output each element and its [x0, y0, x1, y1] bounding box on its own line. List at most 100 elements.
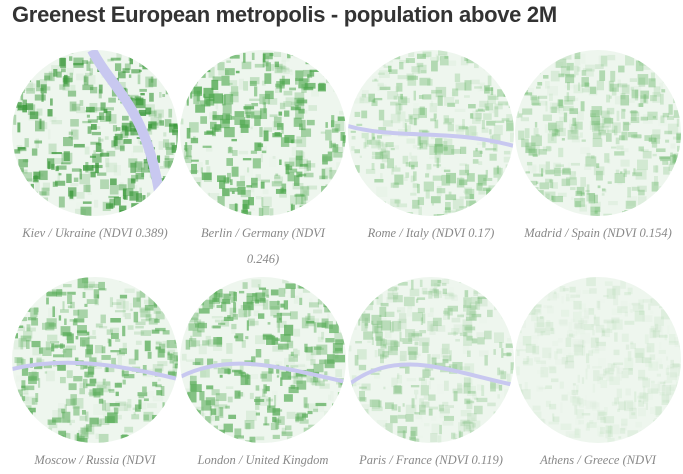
green-patch: [82, 291, 86, 299]
green-patch: [586, 152, 591, 158]
green-patch: [570, 396, 580, 403]
green-patch: [650, 99, 654, 103]
green-patch: [86, 383, 96, 387]
green-patch: [557, 192, 567, 198]
city-green-map: [515, 277, 681, 443]
green-patch: [70, 301, 75, 309]
green-patch: [672, 136, 681, 140]
green-patch: [99, 288, 107, 291]
green-patch: [460, 419, 470, 427]
green-patch: [545, 169, 555, 175]
green-patch: [462, 319, 473, 327]
green-patch: [455, 438, 465, 443]
green-patch: [469, 422, 475, 432]
green-patch: [274, 65, 286, 69]
green-patch: [398, 406, 401, 413]
green-patch: [36, 108, 43, 116]
green-patch: [490, 381, 496, 392]
green-patch: [131, 174, 139, 182]
green-patch: [592, 366, 602, 369]
green-patch: [666, 356, 669, 361]
green-patch: [281, 427, 287, 435]
green-patch: [399, 59, 409, 64]
green-patch: [312, 59, 322, 63]
green-patch: [503, 353, 512, 356]
green-patch: [69, 72, 73, 82]
green-patch: [17, 394, 22, 402]
green-patch: [412, 144, 417, 149]
green-patch: [342, 142, 346, 147]
green-patch: [52, 306, 56, 318]
green-patch: [352, 414, 360, 420]
green-patch: [68, 50, 72, 53]
green-patch: [344, 417, 346, 426]
green-patch: [573, 343, 582, 353]
green-patch: [586, 277, 596, 287]
green-patch: [599, 70, 606, 81]
green-patch: [401, 212, 413, 216]
green-patch: [370, 61, 376, 65]
green-patch: [543, 287, 550, 294]
green-patch: [335, 303, 340, 314]
green-patch: [505, 67, 514, 78]
green-patch: [475, 104, 486, 114]
green-patch: [176, 398, 178, 408]
green-patch: [147, 430, 158, 434]
green-patch: [189, 122, 199, 133]
green-patch: [301, 88, 307, 93]
green-patch: [324, 55, 334, 61]
green-patch: [93, 404, 104, 416]
green-patch: [383, 165, 388, 169]
green-patch: [441, 343, 450, 355]
green-patch: [642, 378, 651, 388]
green-patch: [30, 183, 34, 195]
green-patch: [53, 158, 64, 165]
green-patch: [260, 181, 265, 189]
green-patch: [22, 358, 25, 364]
green-patch: [107, 388, 115, 392]
green-patch: [521, 435, 528, 443]
green-patch: [541, 440, 545, 443]
green-patch: [134, 349, 139, 361]
green-patch: [231, 166, 239, 177]
green-patch: [180, 187, 184, 191]
green-patch: [477, 207, 489, 216]
river: [180, 361, 346, 384]
green-patch: [361, 383, 371, 391]
green-patch: [465, 324, 473, 335]
green-patch: [36, 357, 42, 364]
green-patch: [95, 323, 103, 328]
green-patch: [334, 147, 343, 153]
green-patch: [469, 302, 481, 310]
green-patch: [340, 173, 346, 179]
green-patch: [504, 389, 509, 398]
green-patch: [359, 390, 365, 402]
green-patch: [483, 113, 492, 120]
green-patch: [293, 295, 299, 304]
green-patch: [397, 430, 407, 439]
green-patch: [35, 138, 39, 149]
green-patch: [414, 389, 419, 395]
green-patch: [638, 189, 645, 196]
green-patch: [282, 279, 289, 284]
green-patch: [263, 384, 267, 394]
green-patch: [659, 391, 665, 396]
green-patch: [463, 190, 468, 193]
green-patch: [414, 394, 418, 400]
green-patch: [506, 114, 512, 122]
green-patch: [135, 193, 142, 203]
green-patch: [466, 54, 474, 64]
green-patch: [547, 133, 557, 144]
green-patch: [506, 284, 514, 295]
green-patch: [430, 118, 436, 122]
green-patch: [498, 384, 503, 391]
green-patch: [287, 172, 295, 182]
green-patch: [457, 384, 465, 394]
green-patch: [432, 175, 443, 181]
green-patch: [213, 93, 223, 104]
green-patch: [212, 114, 224, 121]
green-patch: [464, 164, 470, 174]
green-patch: [627, 287, 633, 295]
green-patch: [111, 302, 122, 306]
green-patch: [448, 191, 452, 195]
